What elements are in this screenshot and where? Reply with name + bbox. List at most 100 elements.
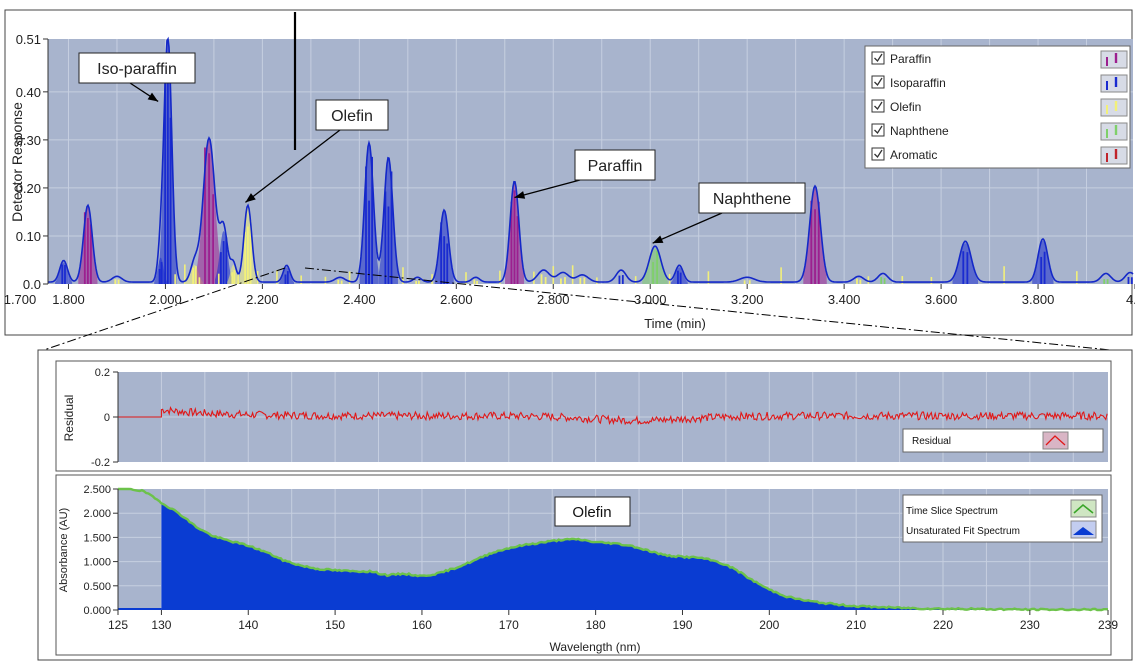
legend-label: Isoparaffin bbox=[890, 76, 946, 90]
spectrum-x-tick-label: 160 bbox=[412, 618, 432, 632]
spectrum-annotation-box bbox=[554, 496, 631, 527]
x-tick-label: 1.700 bbox=[4, 292, 37, 307]
chromatogram-x-label: Time (min) bbox=[644, 316, 706, 331]
legend-swatch bbox=[1100, 50, 1128, 69]
zoom-connector-left bbox=[37, 267, 286, 353]
legend-checkbox-icon bbox=[871, 147, 885, 161]
residual-y-ticks: 0.2 0 -0.2 bbox=[91, 367, 119, 469]
zoom-connectors bbox=[37, 267, 1131, 353]
annotation-olefin: Olefin bbox=[245, 99, 389, 203]
y-tick-label: 0.20 bbox=[16, 181, 41, 196]
legend-residual-label: Residual bbox=[912, 436, 951, 447]
spectrum-x-tick-label: 180 bbox=[586, 618, 606, 632]
annotation-paraffin: Paraffin bbox=[514, 149, 656, 199]
arrowhead-icon bbox=[147, 92, 159, 102]
legend-label: Paraffin bbox=[890, 52, 931, 66]
spectrum-x-tick-label: 150 bbox=[325, 618, 345, 632]
check-icon bbox=[874, 101, 883, 111]
spectrum-x-tick-label: 239 bbox=[1098, 618, 1118, 632]
x-tick-label: 2.400 bbox=[343, 292, 376, 307]
spectrum-x-tick-label: 130 bbox=[151, 618, 171, 632]
residual-y-tick-label: -0.2 bbox=[91, 457, 110, 469]
legend-checkbox-icon bbox=[871, 99, 885, 113]
chromatogram-trace bbox=[48, 36, 1134, 283]
chromatogram-y-ticks: 0.0 0.10 0.20 0.30 0.40 0.51 bbox=[16, 32, 48, 292]
spectrum-annotation: Olefin bbox=[554, 496, 631, 527]
x-tick-label: 3.000 bbox=[634, 292, 667, 307]
annotation-naphthene: Naphthene bbox=[652, 182, 806, 244]
x-tick-label: 3.400 bbox=[828, 292, 861, 307]
spectrum-y-tick-label: 2.500 bbox=[83, 484, 111, 496]
chromatogram-chart: 0.0 0.10 0.20 0.30 0.40 0.51 1.700 1.800 2.000 2… bbox=[4, 9, 1135, 336]
spectrum-x-label: Wavelength (nm) bbox=[550, 640, 641, 654]
peak-fill-isoparaffin bbox=[279, 267, 295, 284]
peak-fill-naphthene bbox=[642, 248, 668, 284]
spectrum-y-label: Absorbance (AU) bbox=[58, 508, 70, 592]
residual-chart: 0.2 0 -0.2 Residual Residual bbox=[55, 360, 1112, 472]
legend-swatch bbox=[1100, 146, 1128, 165]
y-tick-label: 0.0 bbox=[23, 277, 41, 292]
chromatogram-legend: Paraffin Isoparaffin Olefin Naphthene Aromat… bbox=[864, 45, 1131, 169]
spectrum-x-tick-label: 140 bbox=[238, 618, 258, 632]
legend-checkbox-icon bbox=[871, 75, 885, 89]
annotation-box bbox=[78, 52, 196, 84]
annotation-label: Paraffin bbox=[588, 158, 643, 175]
y-tick-label: 0.10 bbox=[16, 229, 41, 244]
peak-fill-olefin bbox=[226, 264, 240, 284]
spectrum-y-tick-label: 1.500 bbox=[83, 532, 111, 544]
chromatogram-annotations: Iso-paraffin Olefin Paraffin Naphthene bbox=[78, 52, 806, 244]
annotation-box bbox=[574, 149, 656, 181]
spectrum-x-tick-label: 170 bbox=[499, 618, 519, 632]
spectrum-legend: Time Slice Spectrum Unsaturated Fit Spec… bbox=[902, 494, 1103, 543]
spectrum-x-tick-label: 210 bbox=[846, 618, 866, 632]
legend-swatch bbox=[1100, 122, 1128, 141]
legend-item-isoparaffin: Isoparaffin bbox=[871, 74, 1128, 93]
spectrum-y-tick-label: 1.000 bbox=[83, 557, 111, 569]
chromatogram-x-ticks: 1.700 1.800 2.000 2.200 2.400 2.600 2.800 3.000… bbox=[4, 284, 1135, 307]
legend-label: Olefin bbox=[890, 100, 921, 114]
check-icon bbox=[874, 53, 883, 63]
annotation-box bbox=[698, 182, 806, 214]
residual-y-tick-label: 0 bbox=[104, 412, 110, 424]
legend-item-paraffin: Paraffin bbox=[871, 50, 1128, 69]
x-tick-label: 3.600 bbox=[925, 292, 958, 307]
annotation-label: Olefin bbox=[331, 108, 373, 125]
x-tick-label: 2.000 bbox=[149, 292, 182, 307]
spectrum-annotation-label: Olefin bbox=[572, 504, 611, 521]
peak-fill-isoparaffin bbox=[1032, 240, 1054, 284]
spectrum-x-tick-label: 200 bbox=[759, 618, 779, 632]
arrowhead-icon bbox=[245, 193, 256, 203]
unsaturated-fit-area bbox=[161, 503, 1108, 610]
spectrum-legend-box bbox=[902, 494, 1103, 543]
legend-swatch bbox=[1100, 74, 1128, 93]
legend-item-aromatic: Aromatic bbox=[871, 146, 1128, 165]
legend-item-olefin: Olefin bbox=[871, 98, 1128, 117]
check-icon bbox=[874, 125, 883, 135]
legend-label: Aromatic bbox=[890, 148, 937, 162]
peak-fill-isoparaffin bbox=[952, 243, 979, 284]
spectrum-x-tick-label: 190 bbox=[672, 618, 692, 632]
legend-item-naphthene: Naphthene bbox=[871, 122, 1128, 141]
chromatogram-y-label: Detector Response bbox=[9, 102, 25, 222]
residual-y-tick-label: 0.2 bbox=[95, 367, 110, 379]
spectrum-x-tick-label: 125 bbox=[108, 618, 128, 632]
legend-box bbox=[864, 45, 1131, 169]
legend-unsaturated-fit-label: Unsaturated Fit Spectrum bbox=[906, 526, 1020, 537]
arrowhead-icon bbox=[514, 191, 526, 199]
y-tick-label: 0.40 bbox=[16, 85, 41, 100]
spectrum-y-tick-label: 2.000 bbox=[83, 508, 111, 520]
legend-residual-swatch bbox=[1042, 431, 1069, 450]
check-icon bbox=[874, 77, 883, 87]
spectrum-y-ticks: 0.000 0.500 1.000 1.500 2.000 2.500 bbox=[83, 484, 119, 617]
annotation-box bbox=[315, 99, 389, 131]
annotation-label: Iso-paraffin bbox=[97, 61, 177, 78]
peak-fill-isoparaffin bbox=[670, 267, 688, 284]
zoom-connector-right bbox=[304, 267, 1131, 353]
legend-checkbox-icon bbox=[871, 123, 885, 137]
spectrum-y-tick-label: 0.000 bbox=[83, 605, 111, 617]
residual-y-label: Residual bbox=[62, 395, 76, 442]
residual-trace bbox=[118, 406, 1108, 426]
arrowhead-icon bbox=[652, 235, 664, 244]
